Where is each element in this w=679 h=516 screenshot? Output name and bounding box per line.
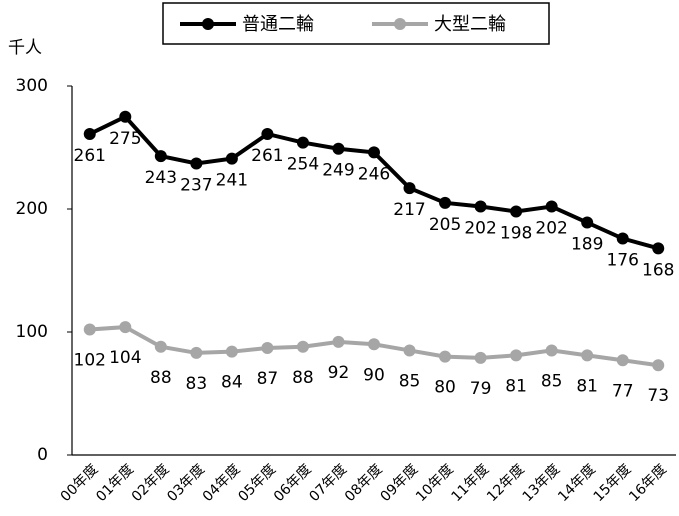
marker	[119, 321, 132, 334]
x-tick-label: 11年度	[449, 461, 493, 505]
data-label: 85	[399, 371, 421, 391]
data-label: 275	[109, 129, 141, 149]
x-tick-label: 15年度	[591, 461, 635, 505]
data-label: 79	[470, 379, 492, 399]
data-label: 90	[363, 365, 385, 385]
data-label: 81	[505, 376, 527, 396]
data-label: 237	[180, 175, 212, 195]
y-axis-label: 千人	[8, 38, 42, 58]
y-tick-label: 100	[16, 322, 48, 342]
x-tick-label: 05年度	[235, 461, 279, 505]
marker	[474, 200, 487, 213]
data-label: 87	[257, 369, 279, 389]
marker	[225, 152, 238, 165]
marker	[190, 346, 203, 359]
data-label: 246	[358, 164, 390, 184]
marker	[581, 216, 594, 229]
data-label: 83	[186, 374, 208, 394]
marker	[83, 323, 96, 336]
data-label: 84	[221, 373, 243, 393]
x-tick-label: 08年度	[342, 461, 386, 505]
marker	[119, 110, 132, 123]
x-tick-label: 00年度	[58, 461, 102, 505]
x-tick-label: 02年度	[129, 461, 173, 505]
data-label: 261	[251, 146, 283, 166]
marker	[510, 205, 523, 218]
marker	[439, 350, 452, 363]
marker	[368, 338, 380, 351]
data-label: 261	[74, 146, 106, 166]
data-label: 189	[571, 235, 603, 255]
data-label: 254	[287, 155, 319, 175]
x-tick-label: 04年度	[200, 461, 244, 505]
data-label: 205	[429, 215, 461, 235]
marker	[545, 344, 558, 357]
data-label: 202	[464, 219, 496, 239]
marker	[83, 127, 96, 140]
data-label: 92	[328, 363, 350, 383]
x-tick-label: 16年度	[626, 461, 670, 505]
data-label: 88	[292, 368, 314, 388]
data-label: 243	[145, 168, 177, 188]
marker	[261, 127, 274, 140]
data-label: 81	[576, 376, 598, 396]
y-tick-label: 200	[16, 199, 48, 219]
data-label: 77	[612, 381, 634, 401]
data-label: 202	[535, 219, 567, 239]
y-tick-label: 0	[37, 445, 48, 465]
marker	[545, 200, 558, 213]
data-label: 73	[647, 386, 669, 406]
data-label: 85	[541, 371, 563, 391]
x-tick-label: 06年度	[271, 461, 315, 505]
legend-marker	[202, 18, 214, 30]
x-tick-label: 09年度	[377, 461, 421, 505]
marker	[403, 344, 416, 357]
y-tick-label: 300	[16, 76, 48, 96]
data-label: 176	[606, 251, 638, 271]
data-label: 168	[642, 260, 674, 280]
x-tick-label: 12年度	[484, 461, 528, 505]
legend-label: 大型二輪	[434, 14, 506, 35]
marker	[332, 335, 345, 348]
x-tick-label: 01年度	[93, 461, 137, 505]
data-label: 102	[74, 351, 106, 371]
marker	[332, 142, 345, 155]
marker	[403, 182, 416, 195]
data-label: 241	[216, 171, 248, 191]
marker	[296, 136, 309, 149]
marker	[581, 349, 594, 362]
legend-label: 普通二輪	[242, 14, 314, 35]
marker	[510, 349, 523, 362]
marker	[474, 351, 487, 364]
marker	[154, 150, 167, 163]
marker	[652, 359, 665, 372]
x-tick-label: 14年度	[555, 461, 599, 505]
marker	[225, 345, 238, 358]
marker	[296, 340, 309, 353]
x-tick-label: 03年度	[164, 461, 208, 505]
data-label: 80	[434, 378, 456, 398]
marker	[154, 340, 167, 353]
legend-marker	[394, 18, 406, 30]
marker	[439, 196, 452, 209]
data-label: 198	[500, 223, 532, 243]
data-label: 104	[109, 348, 141, 368]
x-tick-label: 10年度	[413, 461, 457, 505]
data-label: 249	[322, 161, 354, 181]
marker	[190, 157, 203, 170]
data-label: 217	[393, 200, 425, 220]
x-tick-label: 13年度	[520, 461, 564, 505]
x-tick-label: 07年度	[306, 461, 350, 505]
marker	[652, 242, 665, 255]
marker	[616, 232, 629, 245]
marker	[616, 354, 629, 367]
marker	[368, 146, 380, 159]
marker	[261, 341, 274, 354]
data-label: 88	[150, 368, 172, 388]
